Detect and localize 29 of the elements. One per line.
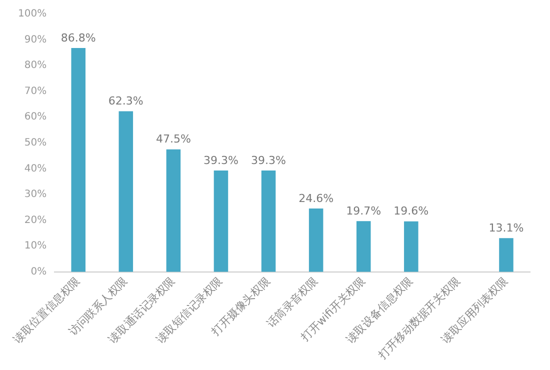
bar (118, 111, 134, 272)
data-label: 39.3% (251, 154, 286, 167)
y-tick-label: 0% (30, 266, 47, 278)
bar (214, 170, 228, 272)
bar (499, 238, 514, 272)
data-label: 19.6% (394, 204, 429, 218)
y-tick-label: 50% (24, 138, 47, 149)
y-tick-label: 90% (24, 34, 47, 46)
data-label: 39.3% (204, 154, 238, 167)
y-tick-label: 10% (24, 240, 47, 252)
y-tick-label: 80% (24, 60, 47, 72)
y-tick-label: 20% (24, 214, 47, 226)
y-tick-label: 30% (24, 189, 47, 200)
data-label: 62.3% (108, 94, 144, 108)
bar (166, 149, 181, 272)
bar (308, 208, 324, 272)
bar (404, 221, 418, 272)
bar (356, 221, 371, 272)
y-tick-label: 60% (24, 112, 47, 123)
data-label: 24.6% (298, 192, 334, 205)
data-label: 19.7% (346, 204, 382, 218)
y-tick-label: 40% (24, 163, 47, 174)
data-label: 47.5% (156, 132, 191, 146)
y-tick-label: 70% (24, 86, 47, 97)
y-tick-label: 100% (18, 8, 47, 20)
bar (261, 170, 276, 272)
data-label: 86.8% (60, 31, 96, 44)
bar (71, 48, 86, 272)
data-label: 13.1% (488, 221, 524, 234)
